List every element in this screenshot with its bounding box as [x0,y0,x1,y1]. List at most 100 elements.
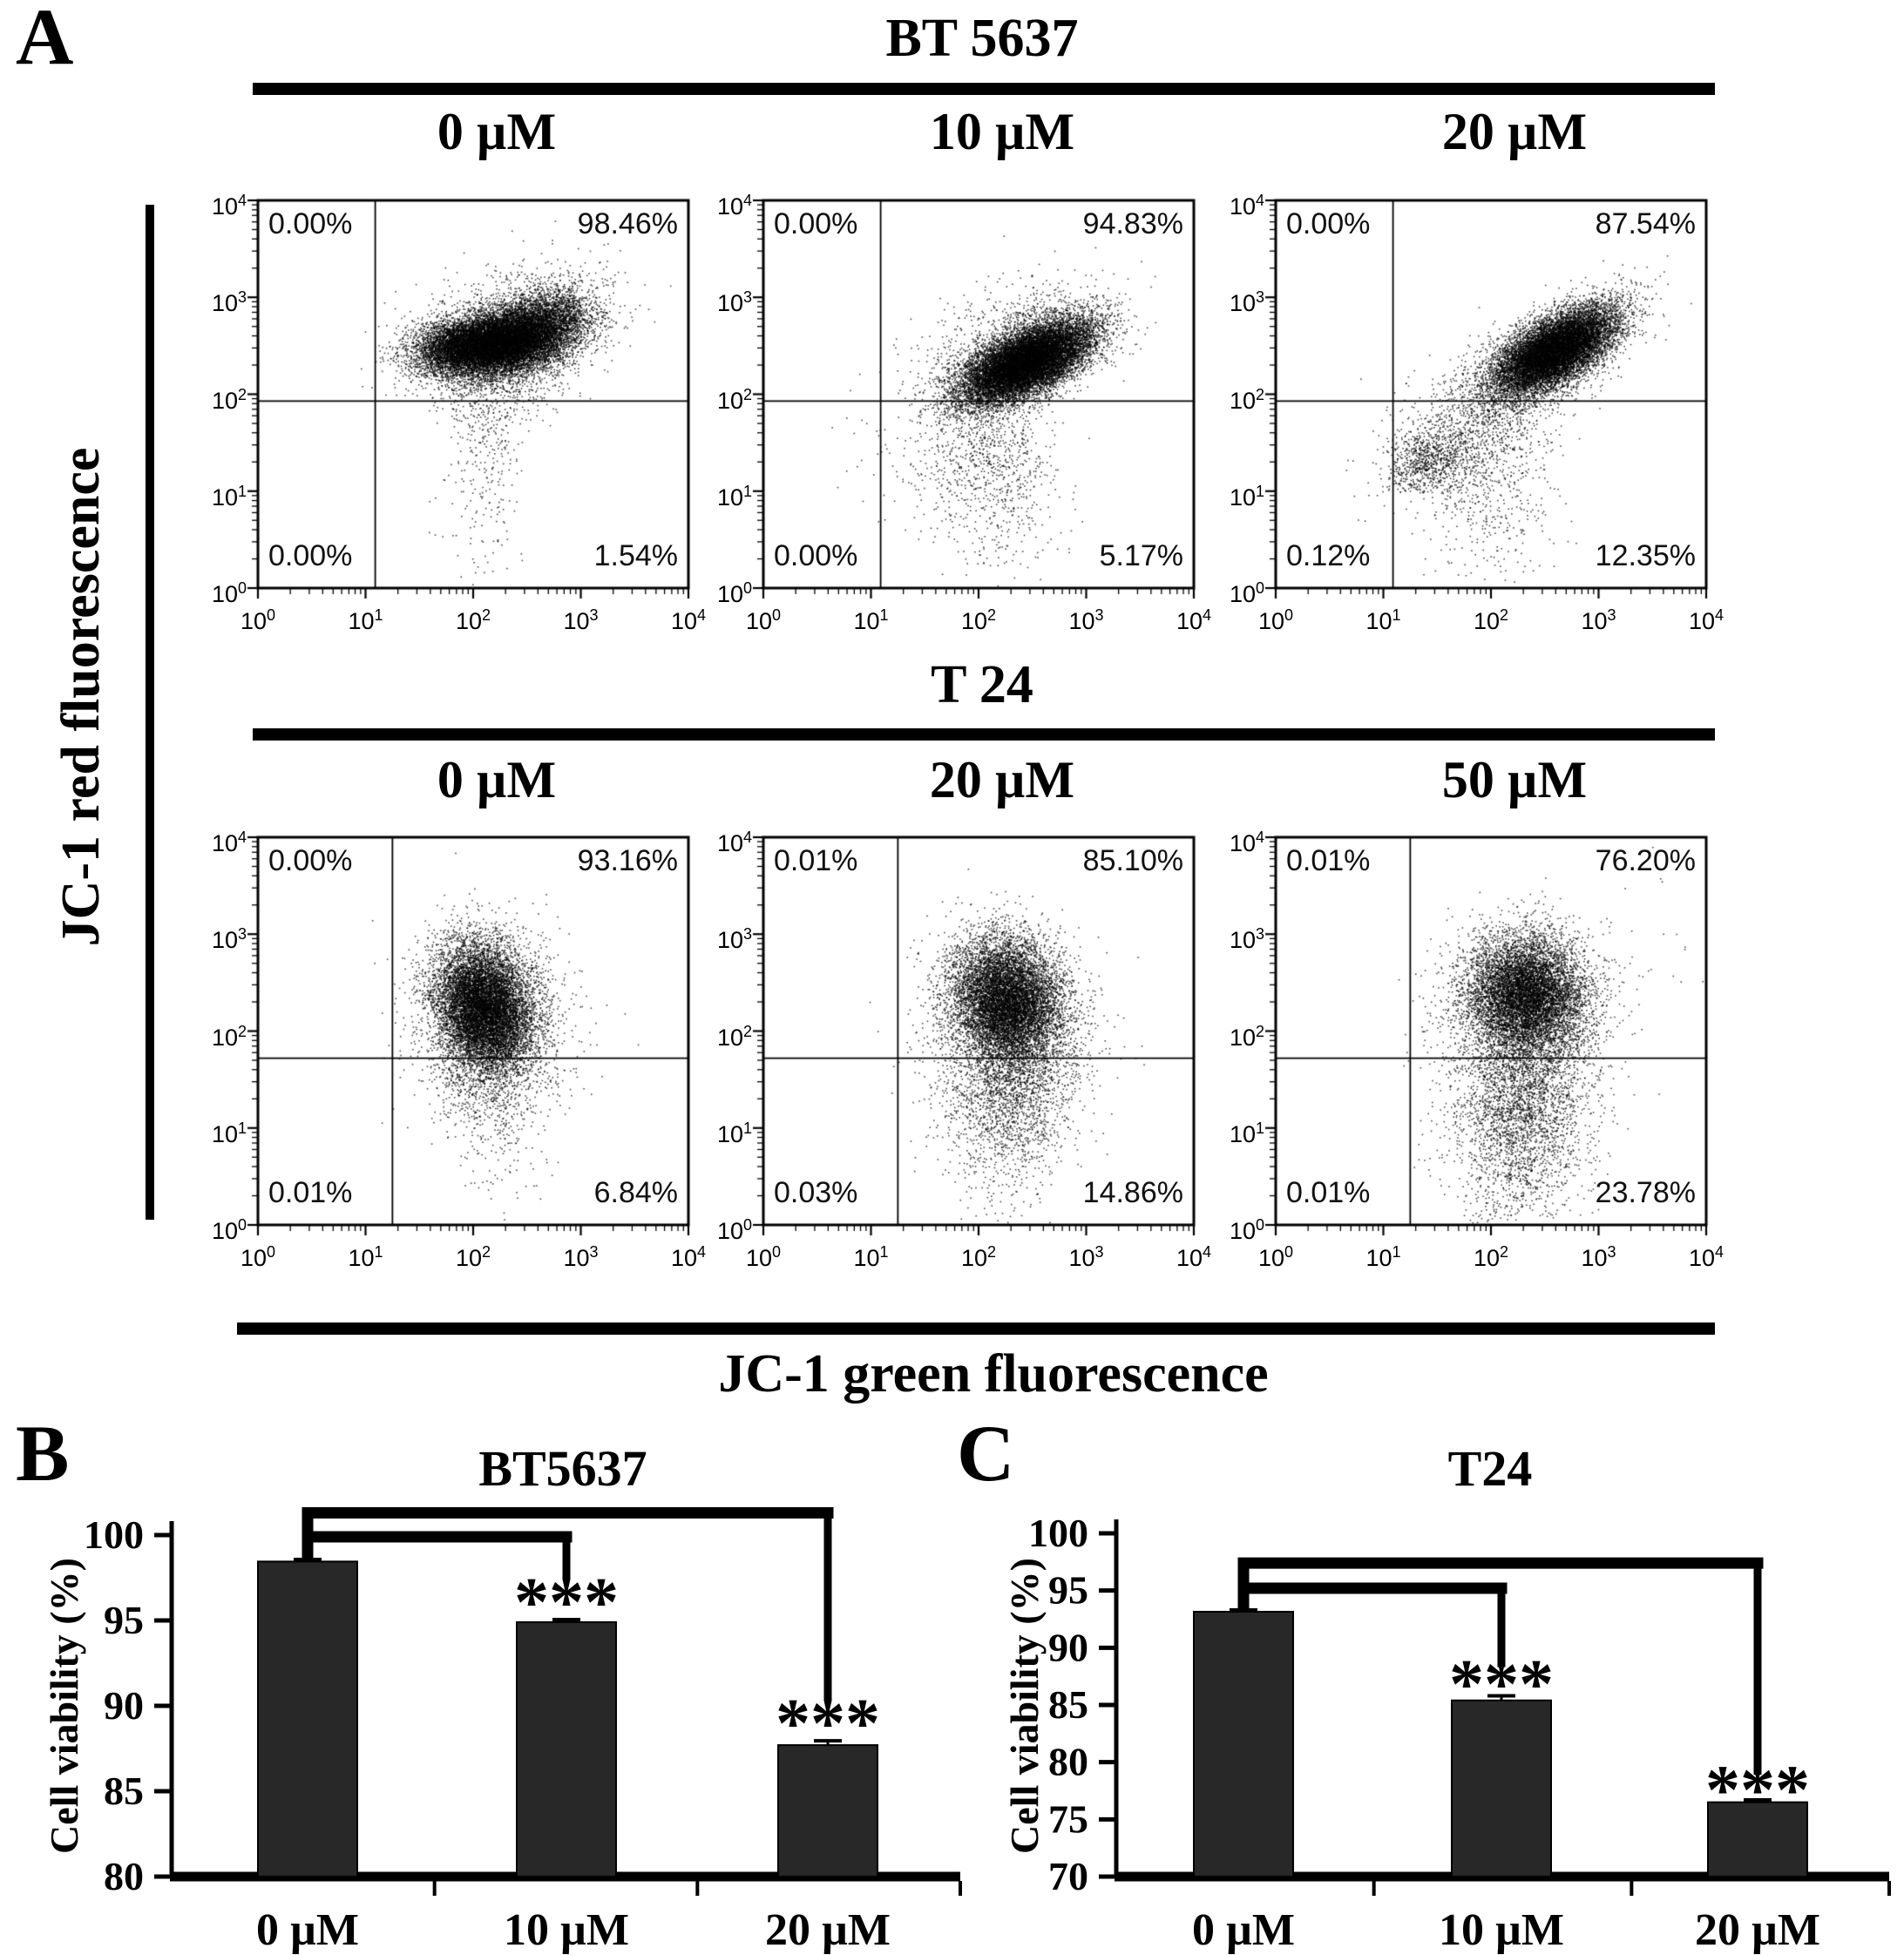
x-axis-tick-label: 104 [1688,606,1724,634]
x-axis-tick-label: 100 [745,1243,782,1271]
y-tick-label: 95 [1048,1568,1088,1613]
y-axis-tick-label: 100 [211,1216,247,1244]
x-axis-tick-label: 100 [1257,1243,1294,1271]
significance-stars: *** [1449,1647,1554,1723]
category-label: 20 µM [1695,1905,1820,1955]
y-tick-label: 75 [1048,1796,1088,1841]
x-axis-tick-label: 100 [745,606,782,634]
t24-title-rule [253,728,1715,741]
y-axis-tick-label: 104 [716,829,752,856]
flow-scatter-canvas [744,834,1206,1250]
category-label: 20 µM [765,1905,891,1955]
flow-scatter-canvas [239,834,701,1250]
y-tick-label: 80 [104,1854,144,1898]
quadrant-upper-left-percent: 0.00% [774,207,858,240]
y-tick-label: 85 [1048,1682,1088,1727]
y-axis-tick-label: 104 [211,829,247,856]
category-label: 0 µM [256,1905,359,1955]
quadrant-lower-left-percent: 0.01% [1286,1176,1371,1209]
quadrant-upper-right-percent: 87.54% [1595,207,1696,240]
dose-label: 10 µM [929,103,1075,160]
bt5637-bar-title: BT5637 [478,1440,647,1497]
y-axis-tick-label: 100 [1229,1216,1264,1244]
x-axis-tick-label: 103 [1581,606,1616,634]
viability-bar [1707,1801,1808,1877]
t24-bar-title: T24 [1447,1440,1533,1497]
flow-scatter-canvas [744,197,1206,613]
x-axis-tick-label: 101 [348,606,383,634]
y-tick-label: 85 [104,1769,144,1813]
green-axis-rule [237,1322,1715,1335]
quadrant-upper-right-percent: 93.16% [577,844,678,877]
y-axis-tick-label: 101 [1229,482,1264,511]
viability-bar [1451,1699,1552,1878]
panel-a-label: A [16,0,74,81]
quadrant-upper-right-percent: 76.20% [1595,844,1696,877]
category-label: 10 µM [1439,1905,1564,1955]
y-axis-label-red-fluorescence: JC-1 red fluorescence [51,447,111,947]
y-axis-tick-label: 101 [716,1119,752,1147]
significance-stars: *** [514,1565,619,1641]
quadrant-lower-left-percent: 0.03% [774,1176,858,1209]
dose-label: 20 µM [929,751,1075,808]
y-axis-tick-label: 102 [716,1022,752,1051]
viability-bar [777,1744,878,1877]
quadrant-lower-left-percent: 0.00% [774,539,858,572]
quadrant-upper-right-percent: 94.83% [1082,207,1183,240]
y-tick-label: 100 [84,1512,144,1557]
quadrant-upper-left-percent: 0.01% [774,844,858,877]
x-axis-tick-label: 100 [1257,606,1294,634]
y-axis-tick-label: 100 [211,579,247,607]
y-tick-label: 70 [1048,1854,1088,1898]
panel-b-label: B [16,1409,70,1498]
x-axis-tick-label: 103 [563,606,599,634]
quadrant-lower-left-percent: 0.12% [1286,539,1371,572]
x-axis-label-green-fluorescence: JC-1 green fluorescence [718,1344,1269,1404]
x-axis-tick-label: 104 [1176,606,1212,634]
y-axis-tick-label: 104 [716,192,752,220]
x-axis-tick-label: 100 [240,606,276,634]
quadrant-upper-right-percent: 98.46% [577,207,678,240]
quadrant-upper-left-percent: 0.00% [268,207,353,240]
viability-bar [516,1620,617,1877]
y-tick-label: 90 [104,1683,144,1728]
quadrant-lower-right-percent: 23.78% [1595,1176,1696,1209]
y-axis-tick-label: 102 [1229,385,1264,414]
x-axis-tick-label: 103 [1581,1243,1616,1271]
y-axis-tick-label: 104 [211,192,247,220]
y-axis-tick-label: 104 [1229,829,1264,856]
y-axis-tick-label: 103 [716,288,752,317]
dose-label: 0 µM [437,103,557,160]
category-label: 10 µM [504,1905,629,1955]
y-axis-tick-label: 101 [211,482,247,511]
flow-scatter-canvas [239,197,701,613]
x-axis-tick-label: 102 [1473,606,1509,634]
x-axis-tick-label: 103 [563,1243,599,1271]
flow-scatter-canvas [1257,834,1718,1250]
x-axis-tick-label: 102 [960,606,997,634]
y-axis-tick-label: 104 [1229,192,1264,220]
x-axis-tick-label: 103 [1068,606,1104,634]
y-tick-label: 90 [1048,1625,1088,1669]
x-axis-tick-label: 104 [670,606,707,634]
x-axis-tick-label: 100 [240,1243,276,1271]
y-axis-tick-label: 102 [716,385,752,414]
quadrant-lower-right-percent: 5.17% [1099,539,1183,572]
y-axis-tick-label: 100 [1229,579,1264,607]
x-axis-tick-label: 104 [1688,1243,1724,1271]
bt5637-section-title: BT 5637 [885,9,1079,68]
flow-scatter-canvas [1257,197,1718,613]
x-axis-tick-label: 102 [1473,1243,1509,1271]
quadrant-lower-right-percent: 14.86% [1082,1176,1183,1209]
significance-stars: *** [1705,1753,1810,1830]
y-axis-tick-label: 103 [1229,288,1264,317]
y-axis-tick-label: 102 [211,385,247,414]
x-axis-tick-label: 101 [348,1243,383,1271]
x-axis-tick-label: 101 [1365,1243,1401,1271]
bt5637-bar-ylabel: Cell viability (%) [42,1558,86,1854]
t24-bar-ylabel: Cell viability (%) [1002,1558,1047,1854]
y-axis-tick-label: 102 [211,1022,247,1051]
y-axis-tick-label: 100 [716,1216,752,1244]
y-tick-label: 80 [1048,1740,1088,1784]
